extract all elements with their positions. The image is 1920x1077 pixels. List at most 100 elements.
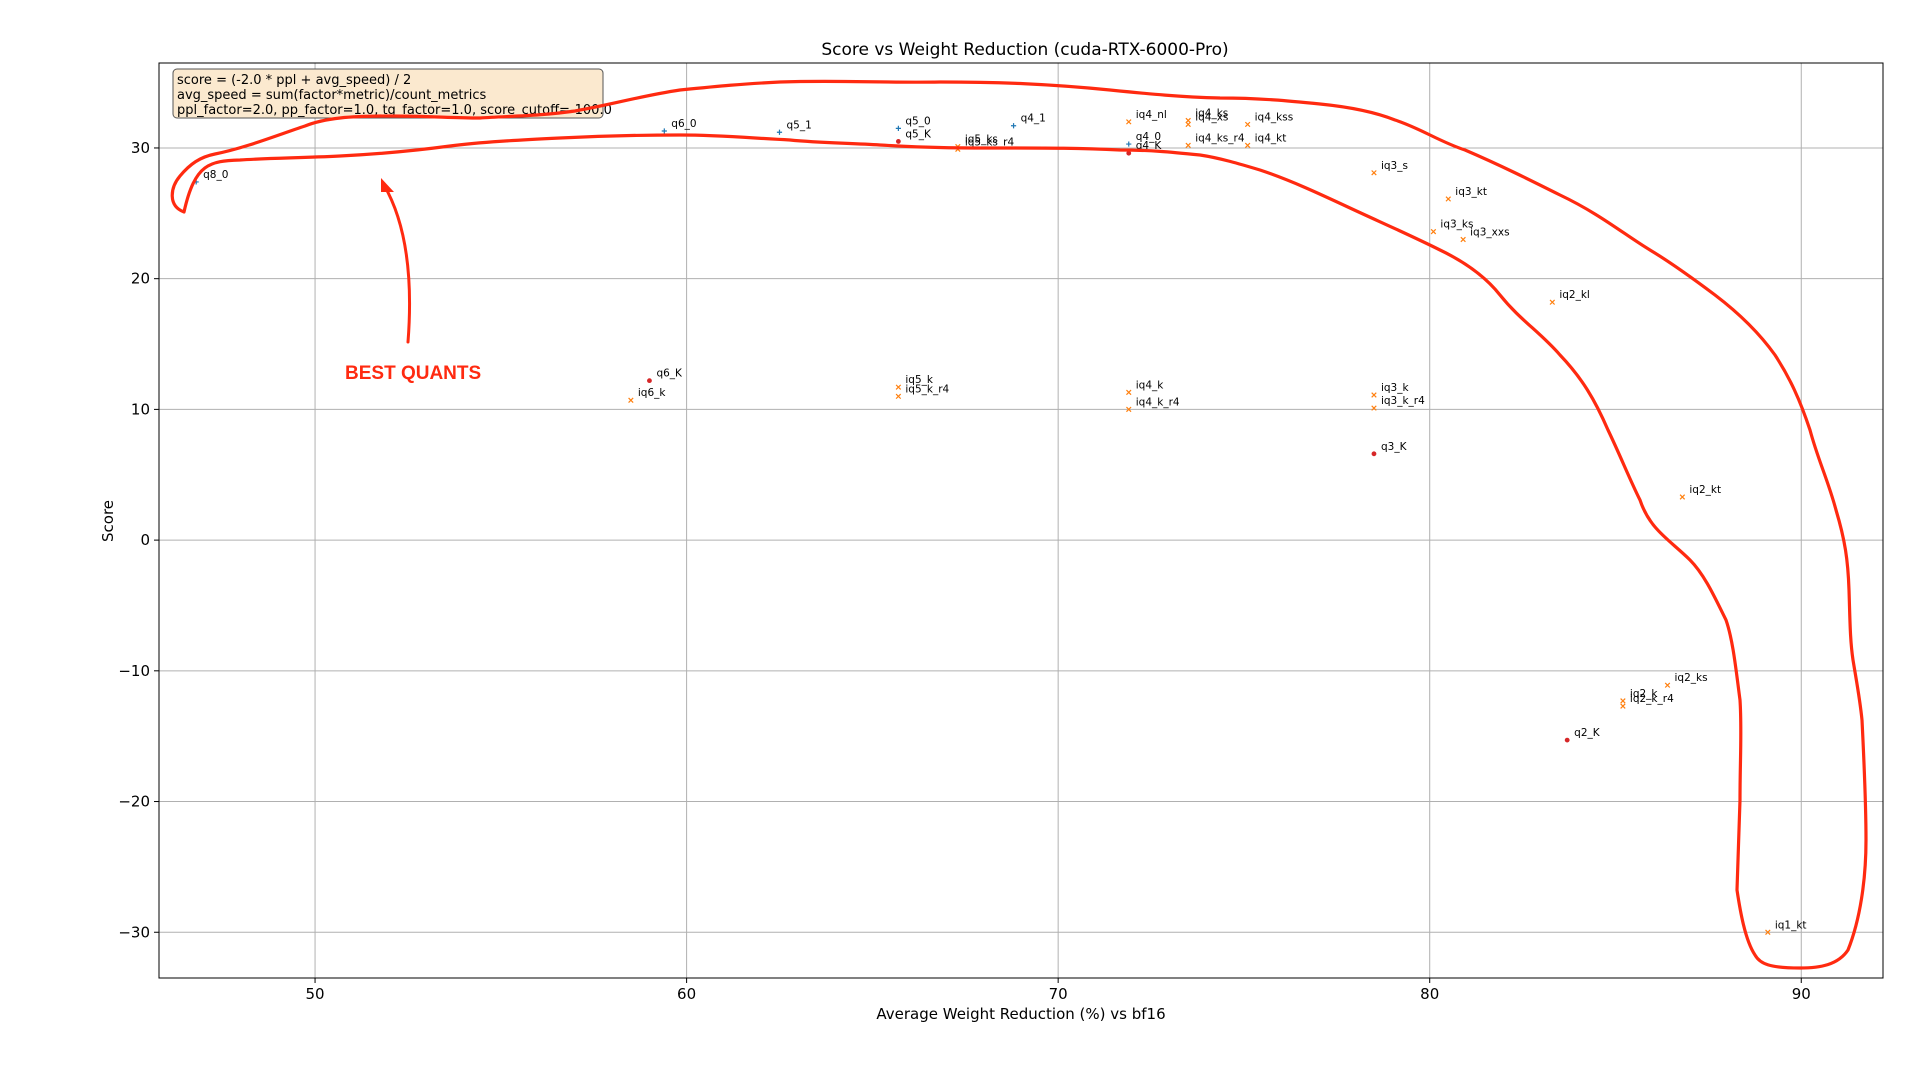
axis-ticks: 50 60 70 80 90 −30 −20 −10 0 10 20 30 (118, 139, 1810, 1003)
point-marker (1679, 494, 1686, 500)
y-axis-label: Score (99, 500, 117, 542)
point-marker (1126, 389, 1132, 396)
x-tick-label: 60 (677, 985, 696, 1003)
data-point: iq3_kt (1445, 186, 1487, 202)
data-point: q4_0 (1126, 131, 1161, 147)
point-marker (895, 139, 901, 144)
point-label: iq4_kt (1255, 132, 1287, 144)
point-label: iq4_k_r4 (1136, 396, 1180, 408)
point-label: iq4_ks_r4 (1195, 132, 1245, 144)
point-marker (1010, 123, 1017, 129)
data-point: q3_K (1371, 441, 1408, 457)
formula-box: score = (-2.0 * ppl + avg_speed) / 2 avg… (172, 68, 612, 119)
point-label: q4_1 (1021, 113, 1046, 125)
point-marker (895, 393, 902, 400)
y-tick-label: −20 (118, 793, 150, 811)
best-quants-arrow-shaft (382, 183, 412, 344)
point-marker (1185, 142, 1191, 149)
point-marker (661, 128, 667, 134)
point-label: q5_0 (905, 115, 930, 127)
y-tick-label: 30 (131, 139, 150, 157)
point-label: q5_K (905, 128, 932, 140)
point-marker (1620, 703, 1626, 709)
plot-area (158, 62, 1884, 979)
point-label: iq2_kl (1559, 289, 1590, 301)
data-point: q5_0 (895, 115, 931, 131)
point-marker (1430, 228, 1437, 235)
point-label: iq4_k (1136, 379, 1165, 391)
point-label: iq4_xs (1195, 111, 1228, 123)
point-label: iq2_ks (1675, 672, 1708, 684)
data-point: q4_1 (1010, 113, 1046, 129)
point-label: iq2_k_r4 (1630, 693, 1674, 705)
formula-box-background (172, 68, 604, 119)
chart-title: Score vs Weight Reduction (cuda-RTX-6000… (821, 40, 1228, 60)
data-point: q2_K (1564, 727, 1601, 743)
x-tick-label: 90 (1792, 985, 1811, 1003)
point-label: iq1_kt (1775, 919, 1807, 931)
formula-line-score: score = (-2.0 * ppl + avg_speed) / 2 (177, 73, 411, 88)
point-label: iq3_k (1381, 382, 1410, 394)
point-label: iq4_ks (1195, 108, 1228, 120)
point-marker (895, 125, 901, 131)
point-label: q5_1 (786, 119, 811, 131)
data-point: iq4_ks (1185, 108, 1228, 124)
point-marker (628, 397, 634, 403)
point-label: q8_0 (203, 169, 228, 181)
point-marker (1126, 141, 1132, 147)
data-point: iq3_xxs (1460, 226, 1510, 243)
point-label: q2_K (1574, 727, 1601, 739)
data-point: iq4_kt (1244, 132, 1287, 149)
data-points: q8_0q6_0 q5_1 q5_0q5_Kq4_1iq5_ksiq5_ks_r4i… (193, 108, 1807, 935)
point-marker (1244, 142, 1251, 149)
data-point: iq3_s (1371, 160, 1408, 176)
point-marker (1244, 121, 1251, 128)
formula-line-avg-speed: avg_speed = sum(factor*metric)/count_met… (177, 88, 487, 103)
point-label: q6_0 (671, 118, 696, 130)
point-label: iq2_k (1630, 688, 1659, 700)
data-point: q6_0 (661, 118, 697, 134)
data-point: iq4_ks_r4 (1185, 132, 1245, 149)
point-marker (1460, 236, 1466, 243)
data-point: iq2_ks (1664, 672, 1708, 688)
best-quants-outline (170, 79, 1868, 970)
formula-line-factors: ppl_factor=2.0, pp_factor=1.0, tg_factor… (177, 103, 612, 118)
data-point: iq4_k (1126, 379, 1165, 396)
point-label: iq5_ks (965, 134, 998, 146)
point-label: iq3_xxs (1470, 226, 1509, 238)
point-label: iq3_ks (1440, 219, 1473, 231)
data-point: iq4_xs (1185, 111, 1228, 128)
data-point: q6_K (647, 368, 683, 384)
point-label: iq4_kss (1255, 111, 1294, 123)
data-point: iq2_k (1620, 688, 1659, 704)
point-marker (1371, 451, 1377, 457)
point-label: iq3_s (1381, 160, 1408, 172)
point-marker (895, 384, 902, 390)
data-point: iq6_k (628, 387, 667, 403)
y-tick-label: 0 (140, 531, 150, 549)
point-marker (1185, 121, 1191, 128)
data-point: iq5_k (895, 374, 934, 390)
point-label: q3_K (1381, 441, 1408, 453)
point-label: q6_K (656, 368, 683, 380)
data-point: iq3_ks (1430, 219, 1474, 235)
x-axis-label: Average Weight Reduction (%) vs bf16 (876, 1005, 1165, 1023)
point-label: iq5_ks_r4 (965, 136, 1015, 148)
data-point: iq4_k_r4 (1126, 396, 1180, 413)
point-marker (1371, 405, 1377, 411)
point-marker (1126, 150, 1132, 156)
best-quants-label: BEST QUANTS (345, 363, 481, 384)
point-marker (1549, 299, 1556, 305)
point-label: iq3_k_r4 (1381, 395, 1425, 407)
y-tick-label: −30 (118, 923, 150, 941)
point-label: iq6_k (638, 387, 667, 399)
point-marker (776, 129, 783, 135)
data-point: q5_K (895, 128, 932, 144)
point-label: iq4_nl (1136, 109, 1167, 121)
y-tick-label: −10 (118, 662, 150, 680)
point-marker (1371, 170, 1377, 176)
point-label: iq2_kt (1689, 484, 1721, 496)
x-tick-label: 50 (306, 985, 325, 1003)
data-point: iq2_kl (1549, 289, 1590, 305)
